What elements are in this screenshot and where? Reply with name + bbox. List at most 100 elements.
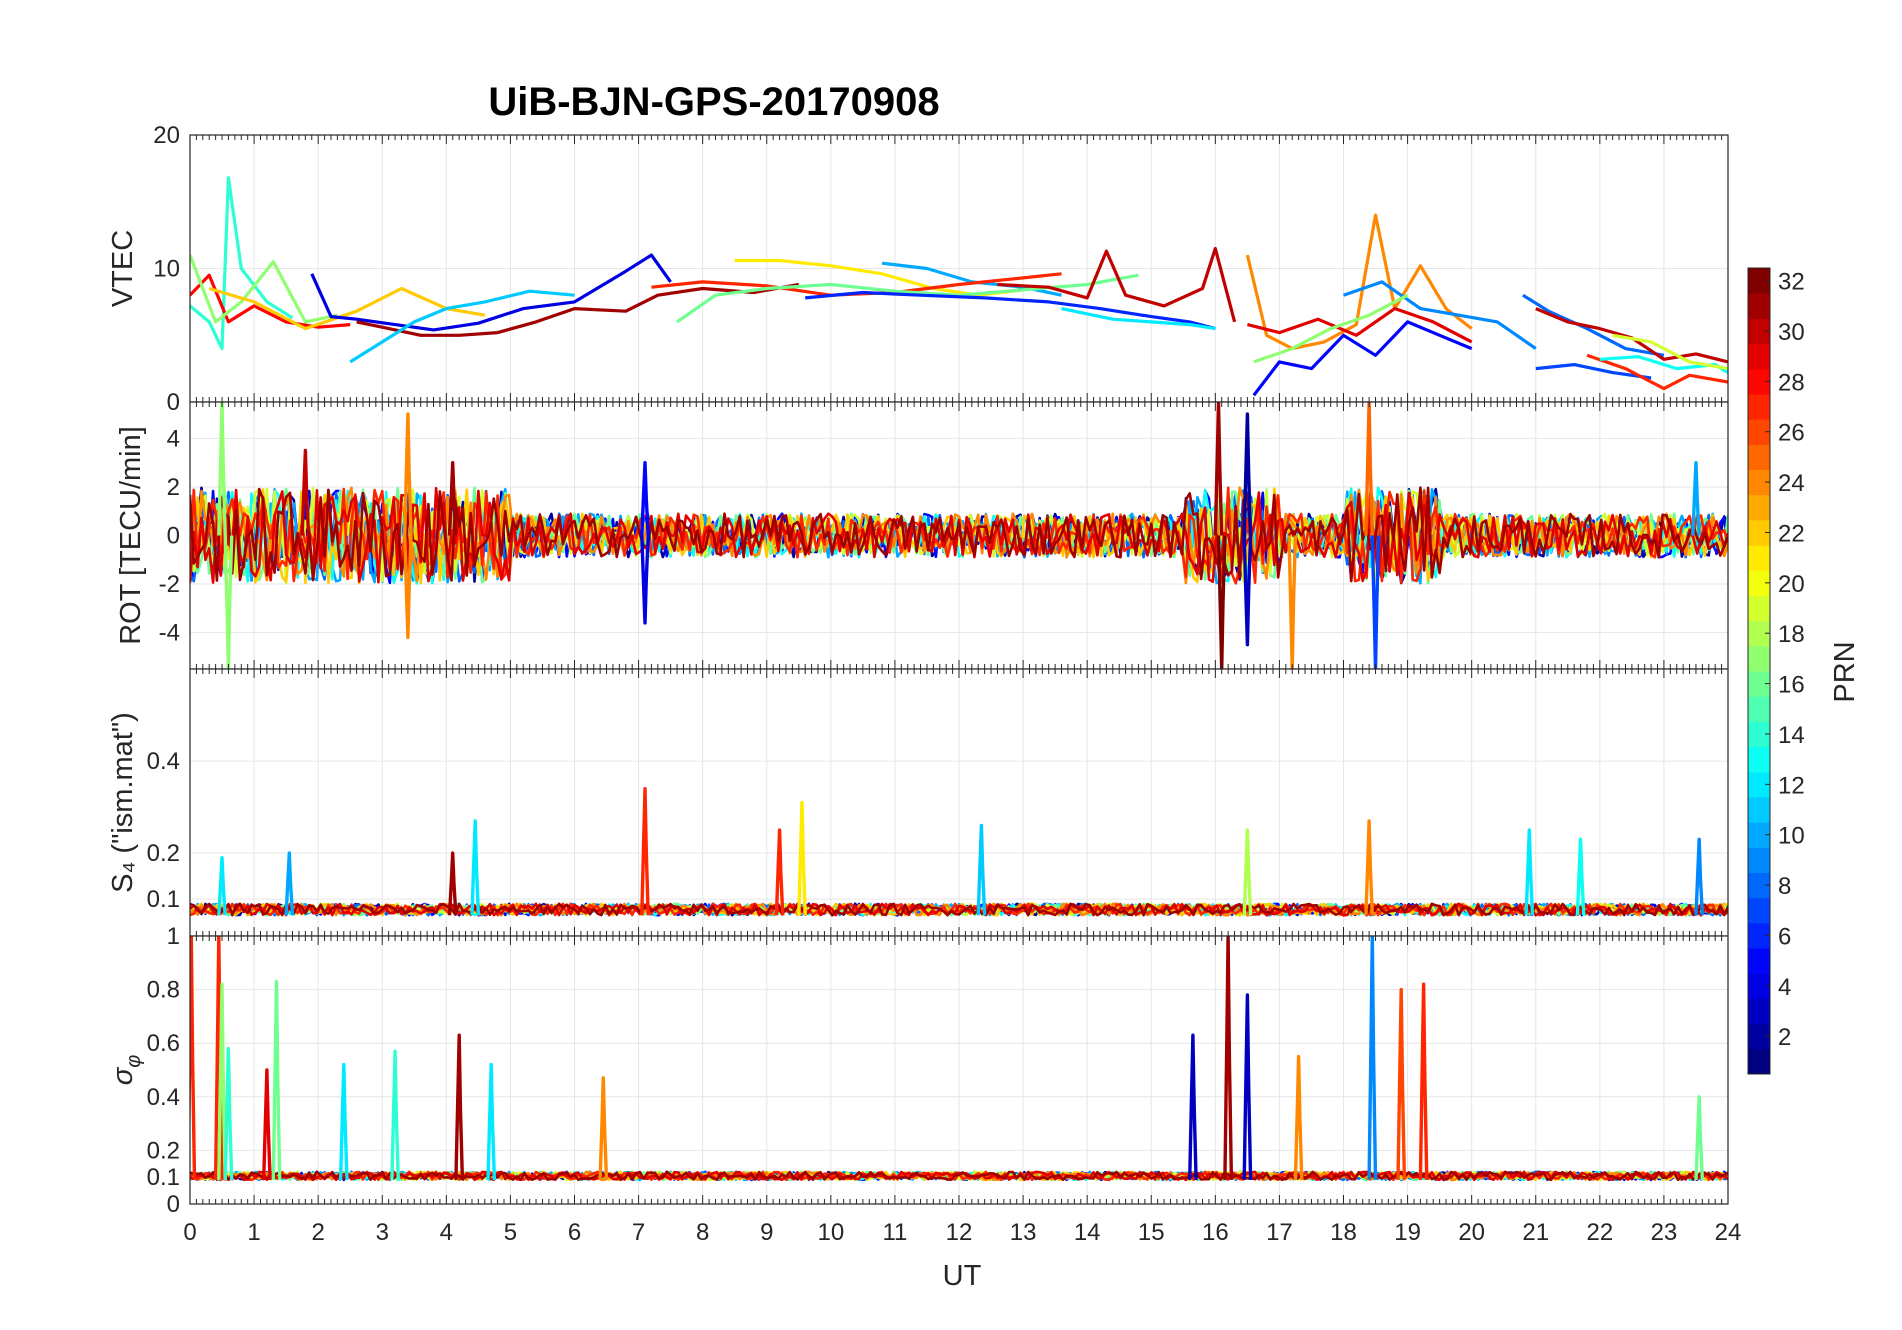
colorbar-swatch: [1748, 469, 1770, 496]
vtec-series-prn-19: [1612, 333, 1728, 371]
sigma_phi-y-tick-label: 0: [167, 1191, 180, 1218]
s4-spike: [447, 851, 458, 916]
vtec-series-prn-17: [190, 254, 338, 324]
rot-spike: [217, 402, 227, 536]
x-tick-label: 20: [1458, 1219, 1485, 1246]
colorbar-swatch: [1748, 897, 1770, 924]
colorbar-swatch: [1748, 872, 1770, 899]
vtec-y-axis-label: VTEC: [107, 230, 139, 307]
s4-spike: [1524, 828, 1535, 916]
vtec-series-prn-9: [1342, 280, 1537, 350]
x-axis-tick-labels: 0 1 2 3 4 5 6 7 8 9 10 11 12 13 14 15 16 17 18 19 20 21 22 23 24: [183, 1219, 1741, 1246]
sigma_phi-y-tick-label: 0.6: [147, 1030, 180, 1057]
rot-y-tick-label: -2: [159, 571, 180, 598]
sigma_phi-spike: [1367, 936, 1378, 1180]
sigma_phi-spike: [223, 1046, 234, 1180]
sigma_phi-y-tick-label: 0.2: [147, 1137, 180, 1164]
x-tick-label: 7: [632, 1219, 645, 1246]
rot-spike: [403, 535, 413, 640]
vtec-series-prn-8: [1522, 293, 1665, 357]
vtec-series-prn-17: [1253, 293, 1409, 364]
vtec-data: [190, 176, 1728, 397]
rot-spike: [640, 461, 650, 536]
x-tick-label: 4: [440, 1219, 453, 1246]
vtec-series-prn-30: [997, 246, 1237, 323]
colorbar-tick-label: 32: [1778, 269, 1805, 296]
s4-spike: [1242, 828, 1253, 916]
s4-y-tick-label: 0.2: [147, 840, 180, 867]
rot-spike: [640, 535, 650, 625]
vtec-series-prn-4: [310, 253, 672, 332]
colorbar-swatch: [1748, 998, 1770, 1025]
sigma_phi-spike: [454, 1033, 465, 1180]
x-tick-label: 18: [1330, 1219, 1357, 1246]
x-tick-label: 15: [1138, 1219, 1165, 1246]
colorbar-swatch: [1748, 922, 1770, 949]
sigma_phi-spike: [338, 1062, 349, 1180]
x-tick-label: 12: [946, 1219, 973, 1246]
vtec-series-prn-27: [1586, 353, 1728, 391]
rot-spike: [300, 448, 311, 536]
colorbar-swatch: [1748, 696, 1770, 722]
sigma_phi-trace-prn-31: [190, 1170, 1728, 1182]
colorbar-label: PRN: [1829, 641, 1861, 702]
colorbar-swatch: [1748, 847, 1770, 873]
rot-spike: [1242, 535, 1253, 647]
colorbar-swatch: [1748, 268, 1770, 294]
s4-y-tick-label: 0.4: [147, 748, 180, 775]
vtec-series-prn-12: [1061, 307, 1216, 331]
colorbar-tick-label: 22: [1778, 520, 1805, 547]
x-tick-label: 17: [1266, 1219, 1293, 1246]
x-tick-label: 5: [504, 1219, 517, 1246]
rot-data: [190, 402, 1728, 669]
sigma_phi-spike: [1396, 987, 1407, 1180]
rot-spike: [1213, 402, 1224, 536]
vtec-series-prn-24: [1245, 213, 1473, 351]
x-tick-label: 21: [1522, 1219, 1549, 1246]
colorbar-tick-label: 6: [1778, 923, 1791, 950]
colorbar-frame: [1747, 267, 1771, 1075]
sigma_phi-y-tick-label: 0.8: [147, 977, 180, 1004]
x-tick-label: 3: [376, 1219, 389, 1246]
sigma_phi-y-tick-label: 0.4: [147, 1084, 180, 1111]
colorbar-tick-label: 26: [1778, 420, 1805, 447]
colorbar-swatch: [1748, 570, 1770, 596]
x-tick-label: 10: [817, 1219, 844, 1246]
colorbar-swatch: [1748, 293, 1770, 319]
colorbar-tick-label: 10: [1778, 823, 1805, 850]
x-tick-label: 23: [1651, 1219, 1678, 1246]
colorbar-swatch: [1748, 822, 1770, 848]
colorbar-swatch: [1748, 671, 1770, 697]
x-tick-label: 16: [1202, 1219, 1229, 1246]
rot-spike: [223, 535, 234, 669]
s4-spike: [1694, 837, 1705, 916]
vtec-panel: 0 10 20 VTEC: [107, 122, 1729, 416]
s4-spike: [1364, 819, 1374, 916]
colorbar-swatch: [1748, 746, 1770, 773]
rot-y-axis-label: ROT [TECU/min]: [115, 426, 147, 645]
x-tick-label: 11: [882, 1219, 907, 1246]
rot-spike: [1370, 535, 1381, 669]
colorbar-swatch: [1748, 444, 1770, 470]
x-tick-label: 1: [247, 1219, 260, 1246]
rot-spike: [403, 412, 413, 536]
sigma_phi-spike: [1223, 936, 1234, 1180]
colorbar-tick-label: 4: [1778, 974, 1791, 1001]
colorbar-swatch: [1748, 973, 1770, 999]
vtec-y-tick-label: 0: [167, 389, 180, 416]
rot-trace-prn-31: [190, 486, 1728, 583]
sigma_phi-spike: [1694, 1095, 1705, 1180]
sigma_phi-spike: [1293, 1054, 1304, 1180]
colorbar-tick-label: 28: [1778, 369, 1805, 396]
colorbar-swatch: [1748, 545, 1770, 571]
sigma_phi-spike: [486, 1062, 497, 1180]
s4-spike: [640, 787, 650, 916]
vtec-series-prn-31: [356, 282, 800, 337]
colorbar-swatch: [1748, 519, 1770, 546]
colorbar-swatch: [1748, 620, 1770, 647]
x-tick-label: 19: [1394, 1219, 1421, 1246]
x-tick-label: 8: [696, 1219, 709, 1246]
x-tick-label: 13: [1010, 1219, 1037, 1246]
colorbar-swatch: [1748, 343, 1770, 370]
